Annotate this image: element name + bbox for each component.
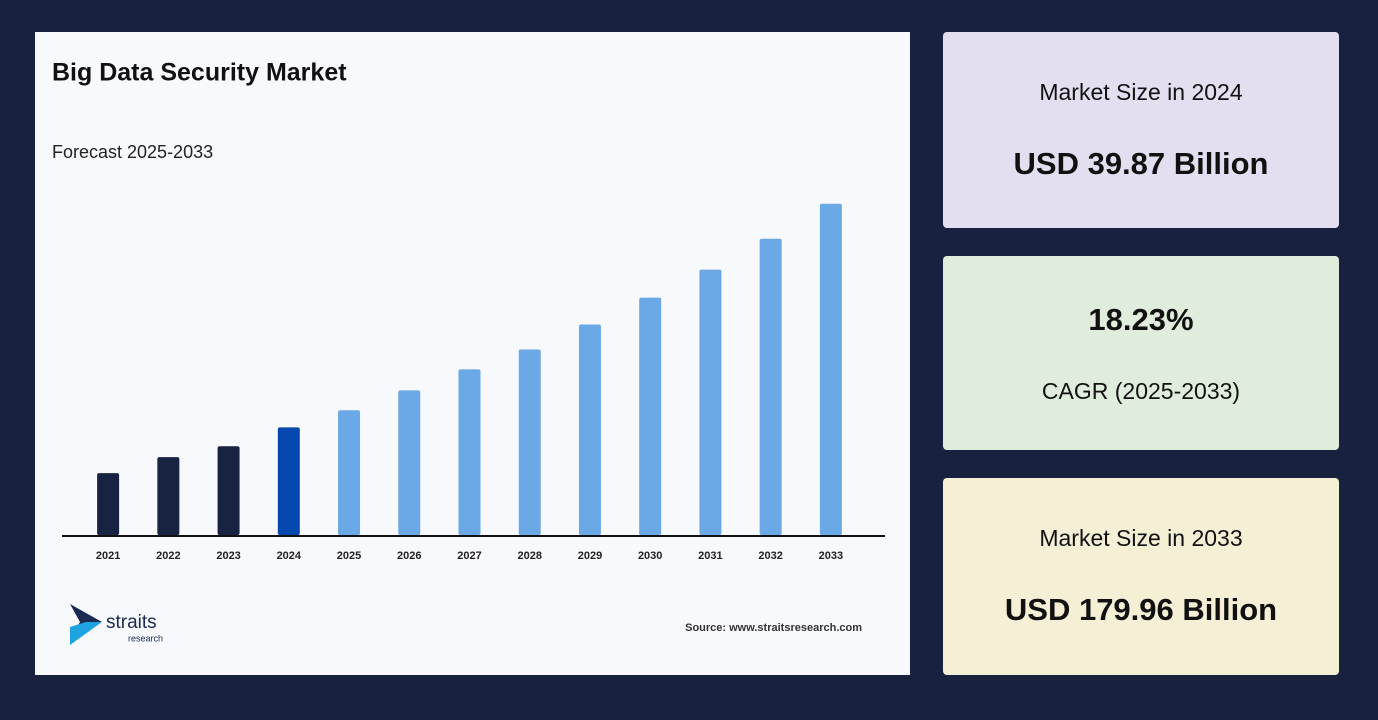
bar [759,238,782,535]
bar [578,324,601,535]
chart-subtitle: Forecast 2025-2033 [52,142,213,162]
bar [157,457,180,535]
bar [277,427,300,535]
card: Market Size in 2024 USD 39.87 Billion [943,32,1339,228]
x-tick-label: 2030 [638,550,662,562]
x-tick-label: 2032 [758,550,782,562]
chart-title: Big Data Security Market [52,59,347,87]
bar [217,446,240,535]
x-tick-label: 2025 [337,550,361,562]
bar [398,390,421,535]
bar [699,269,722,535]
x-tick-label: 2031 [698,550,722,562]
logo-mark-accent [70,622,102,645]
bar [518,349,541,535]
logo-name: straits [106,612,157,633]
x-tick-label: 2029 [578,550,602,562]
card: 18.23% CAGR (2025-2033) [943,256,1339,450]
x-tick-label: 2033 [819,550,843,562]
card-label: Market Size in 2024 [1039,78,1243,105]
card-value: 18.23% [1088,301,1194,337]
card: Market Size in 2033 USD 179.96 Billion [943,478,1339,675]
x-tick-label: 2022 [156,550,180,562]
card-label: CAGR (2025-2033) [1041,377,1241,404]
bar [97,473,120,535]
bar [639,297,662,535]
logo-tagline: research [128,633,163,643]
bar [458,369,481,535]
x-tick-label: 2026 [397,550,421,562]
x-tick-label: 2028 [517,550,541,562]
x-tick-label: 2023 [216,550,240,562]
x-tick-label: 2024 [277,550,302,562]
bar [819,203,842,536]
x-tick-label: 2021 [96,550,120,562]
x-tick-label: 2027 [457,550,481,562]
card-value: USD 39.87 Billion [1013,145,1269,181]
card-label: Market Size in 2033 [1039,525,1243,551]
source: Source: www.straitsresearch.com [685,622,862,634]
card-value: USD 179.96 Billion [1004,592,1278,627]
bar [338,410,361,535]
